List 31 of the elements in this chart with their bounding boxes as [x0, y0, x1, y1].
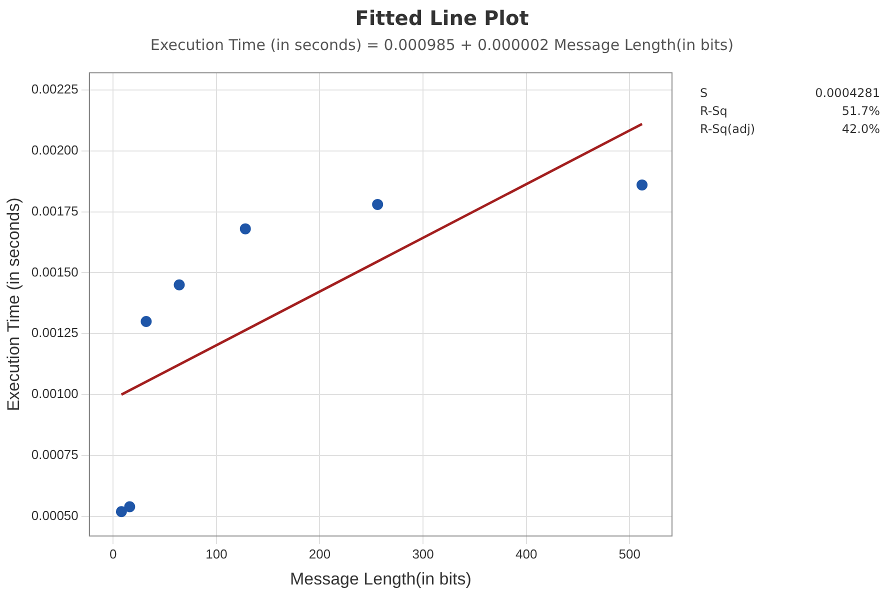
x-tick-label: 400: [515, 546, 538, 562]
y-tick-label: 0.00150: [31, 264, 78, 280]
point: [240, 223, 251, 234]
text: S: [700, 86, 709, 100]
x-axis-title: Message Length(in bits): [290, 569, 472, 588]
x-tick-label: 300: [412, 546, 434, 562]
point: [372, 198, 384, 210]
y-tick-label: 0.00225: [31, 81, 78, 96]
point: [636, 179, 648, 190]
y-tick-label: 0.00175: [31, 203, 78, 218]
text: 0.0004281: [815, 86, 880, 100]
x-tick-label: 500: [618, 546, 640, 562]
text: R-Sq: [700, 104, 728, 118]
y-tick-label: 0.00100: [31, 386, 78, 402]
x-tick-label: 100: [206, 546, 228, 562]
text: 51.7%: [840, 104, 880, 118]
y-tick-label: 0.00075: [31, 447, 78, 462]
point: [174, 279, 185, 290]
x-tick-label: 0: [110, 546, 117, 562]
y-tick-label: 0.00050: [31, 508, 78, 524]
point: [124, 501, 136, 512]
point: [116, 506, 127, 518]
y-axis-title: Execution Time (in seconds): [4, 198, 23, 412]
y-tick-label: 0.00200: [31, 142, 78, 158]
text: R-Sq(adj): [700, 122, 756, 136]
point: [140, 316, 152, 327]
chart-subtitle: Execution Time (in seconds) = 0.000985 + 0.000002 Message Length(in bits): [149, 36, 735, 54]
x-tick-label: 200: [308, 546, 331, 562]
text: 42.0%: [840, 122, 880, 136]
chart-title: Fitted Line Plot: [354, 6, 530, 30]
y-tick-label: 0.00125: [31, 325, 78, 340]
